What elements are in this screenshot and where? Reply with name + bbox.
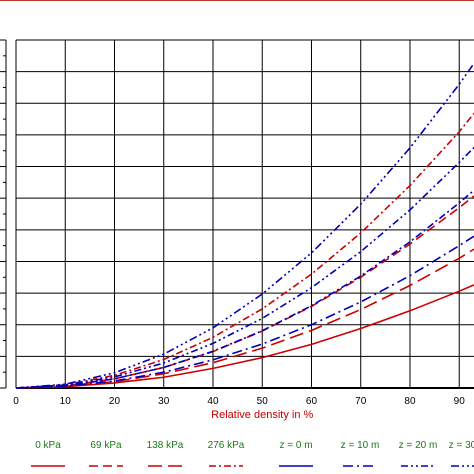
legend-depth-label: z = 10 m [341, 440, 380, 451]
legend-depth-label: z = 30 m [449, 440, 474, 451]
legend-pressure-label: 276 kPa [208, 440, 245, 451]
series-line-2 [15, 195, 474, 389]
x-tick-label: 80 [404, 396, 416, 407]
x-tick-label: 50 [257, 396, 269, 407]
x-tick-label: 30 [158, 396, 170, 407]
series-line-6 [15, 146, 474, 389]
frame-top-border [0, 0, 474, 1]
x-tick-label: 20 [109, 396, 121, 407]
legend-depth-label: z = 0 m [279, 440, 312, 451]
x-tick-label: 70 [355, 396, 367, 407]
series-line-1 [15, 284, 474, 389]
x-tick-label: 40 [207, 396, 219, 407]
x-tick-label: 0 [13, 396, 19, 407]
legend-pressure-label: 69 kPa [90, 440, 122, 451]
legend-pressure-label: 0 kPa [35, 440, 61, 451]
series-line-8 [15, 235, 474, 389]
x-tick-label: 10 [60, 396, 72, 407]
x-axis-label: Relative density in % [211, 409, 313, 421]
plot-area [16, 40, 474, 388]
legend-pressure-label: 138 kPa [147, 440, 184, 451]
x-tick-label: 90 [454, 396, 466, 407]
x-tick-label: 60 [306, 396, 318, 407]
series-line-7 [15, 62, 474, 389]
legend-depth-label: z = 20 m [399, 440, 438, 451]
